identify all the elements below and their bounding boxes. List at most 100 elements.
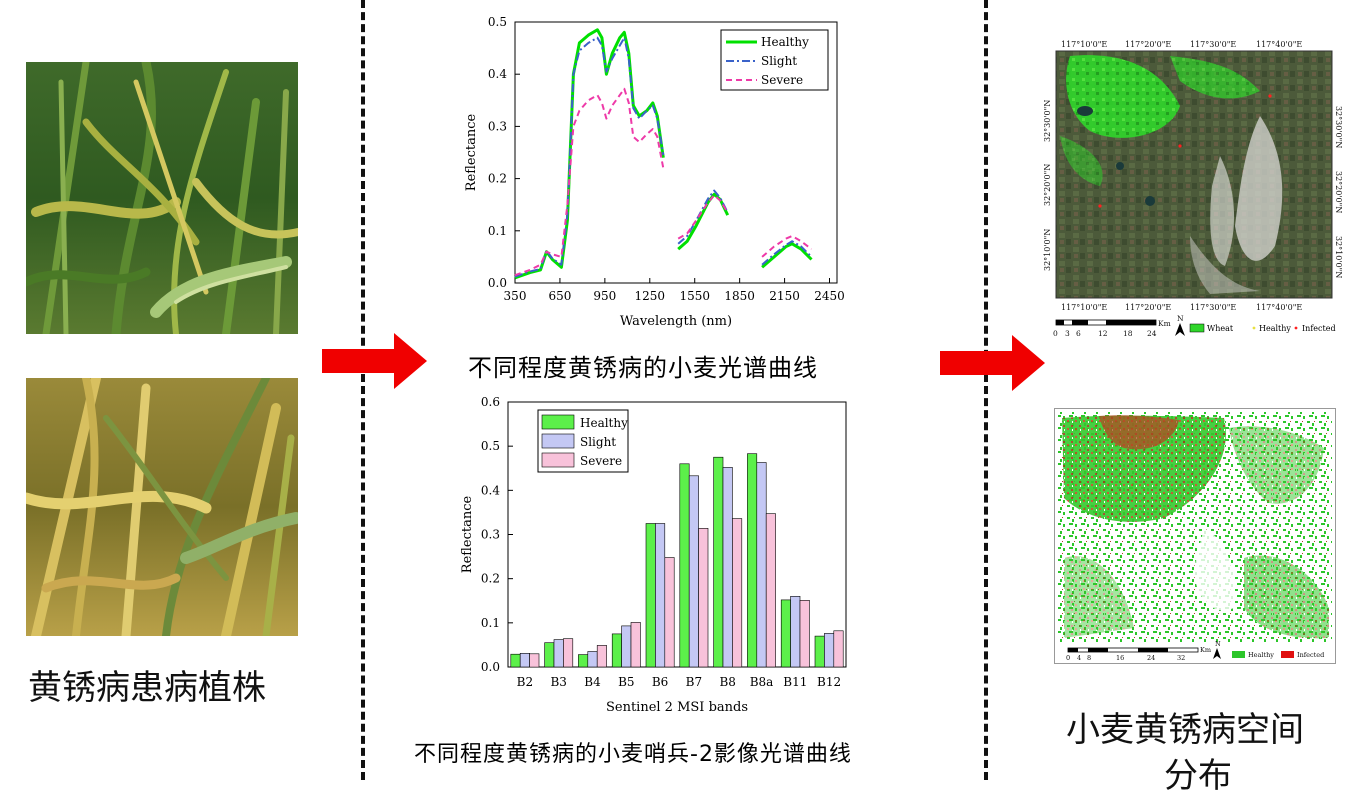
map-bottom-scale-label: 0 [1066,654,1070,662]
x-tick-label: B8 [719,675,735,689]
bar-severe [833,630,844,668]
arrow-right-icon [940,335,1045,391]
y-tick-label: 0.1 [481,616,500,630]
y-tick-label: 0.2 [481,572,500,586]
bar-healthy [780,599,791,668]
series-line-slight [761,240,813,266]
north-arrow-icon [1175,323,1185,336]
map-bottom-north-label: N [1215,640,1221,648]
x-tick-label: B7 [686,675,702,689]
series-line-healthy [514,28,665,280]
map-top-ytick-left: 32°30'0"N [1043,100,1052,142]
bar-healthy [747,453,758,668]
legend-wheat-swatch [1189,323,1205,333]
map-bottom-scale-bar [1067,647,1199,653]
map-top-scale-label: 0 [1053,329,1058,338]
bar-slight [790,596,801,668]
bar-healthy [611,633,622,668]
bar-slight [553,639,564,668]
bar-healthy [679,463,690,668]
x-axis-label: Sentinel 2 MSI bands [606,700,748,715]
y-tick-label: 0.4 [481,483,500,497]
map-top-xtick-bottom: 117°20'0"E [1125,303,1171,312]
series-line-healthy [677,192,730,251]
plot-frame [514,21,838,284]
infected-wheat-photo [26,378,298,636]
legend-label: Healthy [580,416,628,430]
left-caption: 黄锈病患病植株 [28,668,266,708]
map-bottom-scale-label: 16 [1116,654,1124,662]
legend-label: Slight [761,54,797,68]
y-tick-label: 0.3 [488,119,507,133]
series-line-severe [761,235,813,258]
bar-slight [722,467,733,668]
bar-healthy [645,523,656,668]
y-tick-label: 0.3 [481,528,500,542]
bar-severe [732,518,743,668]
x-tick-label: B6 [652,675,668,689]
map-top-xtick-top: 117°30'0"E [1190,40,1236,49]
legend-healthy-dot [1252,326,1256,330]
legend-swatch-severe [541,452,575,468]
bar-slight [519,652,530,668]
x-tick-label: 1250 [635,289,666,303]
map-top-scale-label: 3 [1065,329,1070,338]
x-tick-label: B11 [783,675,807,689]
x-tick-label: B12 [817,675,841,689]
line-chart-caption: 不同程度黄锈病的小麦光谱曲线 [468,354,818,382]
x-tick-label: 650 [548,289,571,303]
x-axis-label: Wavelength (nm) [620,314,732,329]
map-top-scale-unit: Km [1158,319,1171,328]
map-top-xtick-top: 117°20'0"E [1125,40,1171,49]
bar-slight [824,633,835,668]
legend-label: Slight [580,435,616,449]
bar-healthy [578,654,589,668]
map-top-ytick-left: 32°20'0"N [1043,164,1052,206]
x-tick-label: 2150 [769,289,800,303]
map-top-ytick-right: 32°30'0"N [1334,106,1343,148]
series-line-slight [514,36,665,278]
map-top-xtick-bottom: 117°40'0"E [1256,303,1302,312]
legend-healthy-label: Healthy [1248,651,1274,659]
map-bottom-scale-label: 32 [1177,654,1185,662]
y-tick-label: 0.2 [488,172,507,186]
series-line-severe [514,87,665,277]
x-tick-label: B8a [750,675,774,689]
bar-severe [664,557,675,668]
legend-wheat-label: Wheat [1207,324,1234,333]
rust-distribution-map: 0 4 8 16 24 32 Km N Healthy Infected [1054,408,1336,664]
series-line-healthy [761,242,813,269]
x-tick-label: B4 [584,675,601,689]
map-top-scale-label: 18 [1123,329,1133,338]
legend-healthy-label: Healthy [1259,324,1291,333]
right-caption-line2: 分布 [1164,756,1232,796]
y-axis-label: Reflectance [460,495,475,573]
wheat-classification-map: 117°10'0"E 117°20'0"E 117°30'0"E 117°40'… [1043,40,1343,338]
bar-severe [799,600,810,668]
y-tick-label: 0.6 [481,395,500,409]
map-top-xtick-top: 117°10'0"E [1061,40,1107,49]
bar-severe [765,513,776,668]
map-top-xtick-top: 117°40'0"E [1256,40,1302,49]
map-top-xtick-bottom: 117°30'0"E [1190,303,1236,312]
legend-label: Severe [761,73,803,87]
map-bottom-scale-label: 8 [1087,654,1091,662]
legend-label: Severe [580,454,622,468]
legend-swatch-slight [541,433,575,449]
legend-infected-swatch [1281,651,1294,658]
bar-severe [630,622,641,668]
x-tick-label: 2450 [814,289,845,303]
healthy-wheat-photo [26,62,298,334]
bar-severe [563,638,574,668]
map-top-xtick-bottom: 117°10'0"E [1061,303,1107,312]
bar-severe [596,645,607,668]
map-top-scale-label: 24 [1147,329,1157,338]
bar-severe [698,528,709,668]
legend-infected-label: Infected [1297,651,1324,659]
bar-slight [621,625,632,668]
y-tick-label: 0.1 [488,224,507,238]
x-tick-label: B3 [550,675,566,689]
x-tick-label: 950 [593,289,616,303]
legend-swatch-healthy [541,414,575,430]
bar-slight [756,462,767,668]
